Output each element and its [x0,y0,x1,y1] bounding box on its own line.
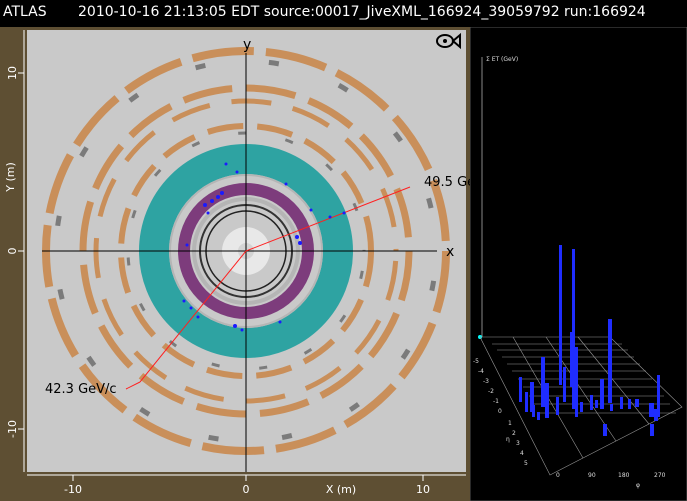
y-axis-ruler: 10 0 -10 Y (m) [4,30,25,472]
fisheye-toggle-icon[interactable] [432,32,462,50]
y-axis-label: y [243,37,251,53]
x-tick-10: 10 [416,483,430,496]
energy-towers [519,245,660,436]
app-name: ATLAS [3,4,47,20]
track-high[interactable] [245,186,411,252]
phi-axis: 0 90 180 270 φ [556,472,666,489]
svg-text:-4: -4 [478,368,484,375]
svg-text:5: 5 [524,460,528,467]
hits [182,162,346,332]
svg-text:180: 180 [618,472,630,479]
y-tick-0: 0 [6,248,19,255]
eta-axis: -5 -4 -3 -2 -1 0 1 2 3 4 5 η [473,358,528,467]
x-tick-0: 0 [243,483,250,496]
lego-plot-view[interactable]: Σ ET (GeV) [469,26,687,501]
title-bar: ATLAS 2010-10-16 21:13:05 EDT source:000… [0,0,687,27]
lego-plot-canvas[interactable]: Σ ET (GeV) [469,26,687,501]
y-tick-10: 10 [6,66,19,80]
xy-projection-view[interactable]: y x 49.5 GeV/c 42.3 GeV/c [0,27,496,501]
x-axis-title: X (m) [326,483,356,496]
svg-text:-1: -1 [493,398,499,405]
svg-text:3: 3 [516,440,520,447]
y-tick-minus10: -10 [6,420,19,438]
svg-text:4: 4 [520,450,524,457]
svg-text:270: 270 [654,472,666,479]
x-tick-minus10: -10 [64,483,82,496]
svg-text:0: 0 [498,408,502,415]
svg-text:-3: -3 [483,378,489,385]
svg-text:90: 90 [588,472,596,479]
svg-text:η: η [506,436,510,443]
x-axis-label: x [446,244,454,260]
svg-text:0: 0 [556,472,560,479]
track-label-low: 42.3 GeV/c [45,382,117,397]
event-info: 2010-10-16 21:13:05 EDT source:00017_Jiv… [78,4,646,20]
svg-text:φ: φ [636,482,640,489]
y-axis-title: Y (m) [4,162,17,193]
x-axis-ruler: -10 0 X (m) 10 [27,474,466,496]
xy-projection-canvas[interactable]: y x 49.5 GeV/c 42.3 GeV/c [0,27,496,501]
svg-text:-5: -5 [473,358,479,365]
svg-text:2: 2 [512,430,516,437]
track-low[interactable] [139,250,247,383]
et-axis-label: Σ ET (GeV) [486,56,518,63]
track-label-high: 49.5 GeV/c [424,175,470,190]
track-low-extension [125,381,141,390]
svg-text:-2: -2 [488,388,494,395]
svg-text:1: 1 [508,420,512,427]
